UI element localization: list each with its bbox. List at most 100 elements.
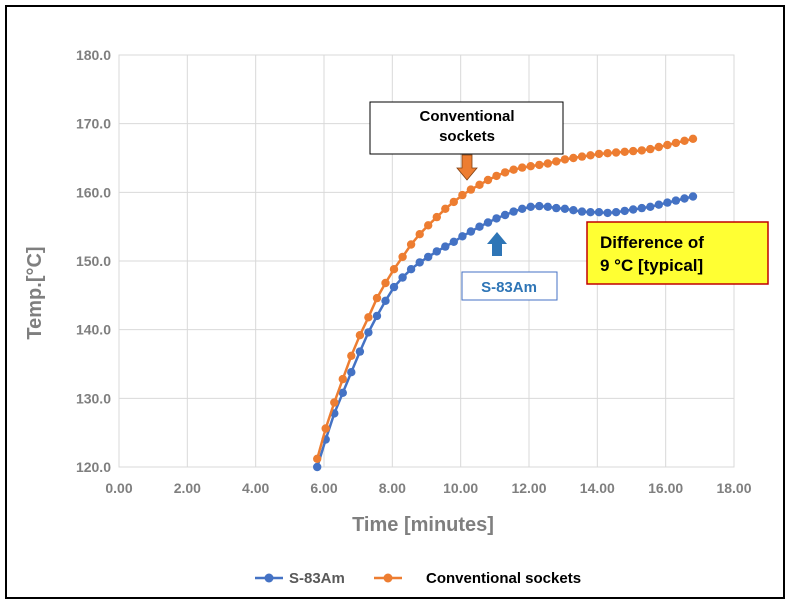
data-point: [347, 351, 356, 360]
data-point: [586, 151, 595, 160]
data-point: [543, 159, 552, 168]
data-point: [603, 149, 612, 158]
data-point: [637, 146, 646, 155]
difference-callout-box: [586, 221, 769, 285]
series-layer: [313, 134, 698, 472]
legend-marker-conventional: [383, 573, 393, 583]
x-tick-label: 8.00: [379, 480, 406, 496]
data-point: [552, 157, 561, 166]
difference-callout-line-1: Difference of: [600, 233, 704, 252]
data-point: [680, 194, 689, 203]
x-tick-label: 16.00: [648, 480, 683, 496]
data-point: [313, 454, 322, 463]
data-point: [663, 198, 672, 207]
data-point: [432, 247, 441, 256]
legend-marker-s83am: [264, 573, 274, 583]
y-tick-label: 160.0: [76, 184, 111, 200]
orange-down-arrow-icon: [456, 154, 478, 181]
data-point: [611, 208, 621, 217]
data-point: [398, 252, 407, 262]
data-point: [594, 149, 604, 159]
legend-label-conventional: Conventional sockets: [426, 570, 581, 587]
s83am-callout: S-83Am: [461, 232, 558, 301]
x-tick-label: 10.00: [443, 480, 478, 496]
data-point: [569, 153, 578, 163]
conventional-callout-line-2: sockets: [439, 128, 495, 145]
data-point: [611, 148, 621, 157]
data-point: [594, 208, 604, 217]
data-point: [355, 347, 365, 356]
data-point: [398, 273, 407, 282]
data-point: [330, 398, 339, 407]
data-point: [637, 203, 646, 213]
data-point: [441, 204, 450, 213]
x-tick-label: 12.00: [511, 480, 546, 496]
data-point: [406, 240, 416, 249]
conventional-callout-line-1: Conventional: [419, 108, 514, 125]
data-point: [509, 165, 518, 174]
data-point: [483, 218, 493, 227]
data-point: [381, 278, 390, 288]
data-point: [560, 204, 570, 213]
blue-up-arrow-icon: [487, 232, 507, 256]
data-point: [688, 134, 698, 143]
data-point: [458, 232, 467, 241]
data-point: [671, 196, 681, 205]
s83am-callout-label: S-83Am: [481, 279, 537, 296]
data-point: [620, 147, 629, 156]
conventional-callout-box: [369, 101, 564, 155]
data-point: [654, 142, 663, 152]
data-point: [500, 168, 510, 177]
data-point: [458, 190, 467, 200]
x-tick-label: 6.00: [310, 480, 337, 496]
x-axis-title: Time [minutes]: [352, 514, 494, 536]
data-point: [381, 296, 390, 305]
data-point: [552, 203, 561, 213]
series-s83am: [313, 192, 698, 472]
data-point: [526, 202, 535, 211]
data-point: [492, 171, 501, 181]
data-point: [347, 368, 356, 377]
legend: S-83Am Conventional sockets: [255, 570, 581, 587]
data-point: [389, 265, 399, 274]
data-point: [475, 180, 484, 189]
difference-callout: Difference of 9 °C [typical]: [586, 221, 769, 285]
chart-svg: 120.0 130.0 140.0 150.0 160.0 170.0 180.0 0.00 2…: [24, 47, 769, 587]
y-tick-label: 140.0: [76, 322, 111, 338]
x-tick-label: 0.00: [105, 480, 132, 496]
series-conventional: [313, 134, 698, 463]
data-point: [415, 230, 424, 239]
data-point: [509, 207, 518, 216]
data-point: [466, 227, 476, 236]
data-point: [518, 204, 527, 213]
legend-item-conventional: Conventional sockets: [374, 570, 581, 587]
data-point: [338, 388, 347, 397]
difference-callout-line-2: 9 °C [typical]: [600, 256, 703, 275]
data-point: [671, 138, 681, 148]
data-point: [338, 374, 347, 384]
data-point: [569, 206, 578, 215]
data-point: [577, 152, 587, 161]
data-point: [535, 160, 544, 170]
data-point: [663, 140, 672, 150]
data-point: [518, 163, 527, 172]
data-point: [577, 207, 587, 216]
y-tick-label: 150.0: [76, 253, 111, 269]
y-tick-label: 130.0: [76, 390, 111, 406]
data-point: [629, 146, 638, 156]
data-point: [526, 162, 535, 171]
data-point: [688, 192, 698, 201]
data-point: [483, 175, 493, 185]
data-point: [406, 265, 416, 274]
data-point: [364, 328, 373, 337]
data-point: [466, 185, 476, 194]
data-point: [321, 424, 330, 433]
data-point: [492, 214, 501, 223]
data-point: [603, 208, 612, 218]
data-point: [543, 202, 552, 211]
data-point: [415, 258, 424, 267]
x-tick-label: 14.00: [580, 480, 615, 496]
data-point: [475, 222, 484, 231]
data-point: [355, 331, 365, 340]
x-tick-label: 2.00: [174, 480, 201, 496]
